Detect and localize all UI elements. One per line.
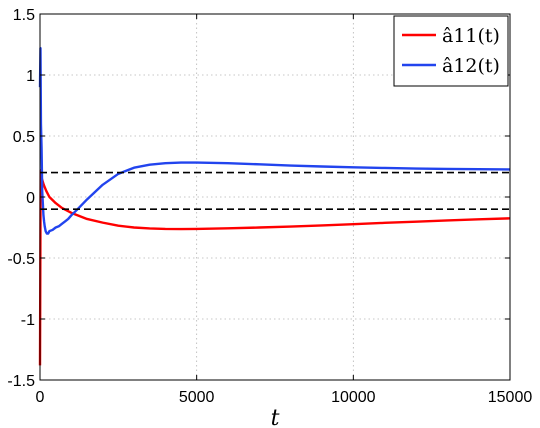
x-tick-label: 5000 xyxy=(179,389,215,406)
y-tick-label: 1 xyxy=(26,68,35,85)
legend-label: â11(t) xyxy=(442,25,500,47)
x-tick-label: 10000 xyxy=(331,389,376,406)
series-line-2 xyxy=(38,46,511,235)
y-tick-label: 1.5 xyxy=(13,7,35,24)
legend-label: â12(t) xyxy=(442,55,500,77)
tick-labels: 0 5000 10000 15000 -1.5 -1 -0.5 0 0.5 1 1.5 xyxy=(7,7,532,406)
y-tick-label: 0.5 xyxy=(13,129,35,146)
legend: â11(t) â12(t) xyxy=(393,15,509,87)
x-tick-label: 0 xyxy=(36,389,45,406)
y-tick-label: -1.5 xyxy=(7,373,35,390)
x-tick-label: 15000 xyxy=(488,389,533,406)
legend-box xyxy=(393,15,509,87)
series-line-1 xyxy=(38,168,511,366)
series-lines xyxy=(38,46,511,366)
y-tick-label: -0.5 xyxy=(7,251,35,268)
x-axis-label: t xyxy=(271,406,280,428)
y-tick-label: 0 xyxy=(26,190,35,207)
y-tick-label: -1 xyxy=(21,312,35,329)
